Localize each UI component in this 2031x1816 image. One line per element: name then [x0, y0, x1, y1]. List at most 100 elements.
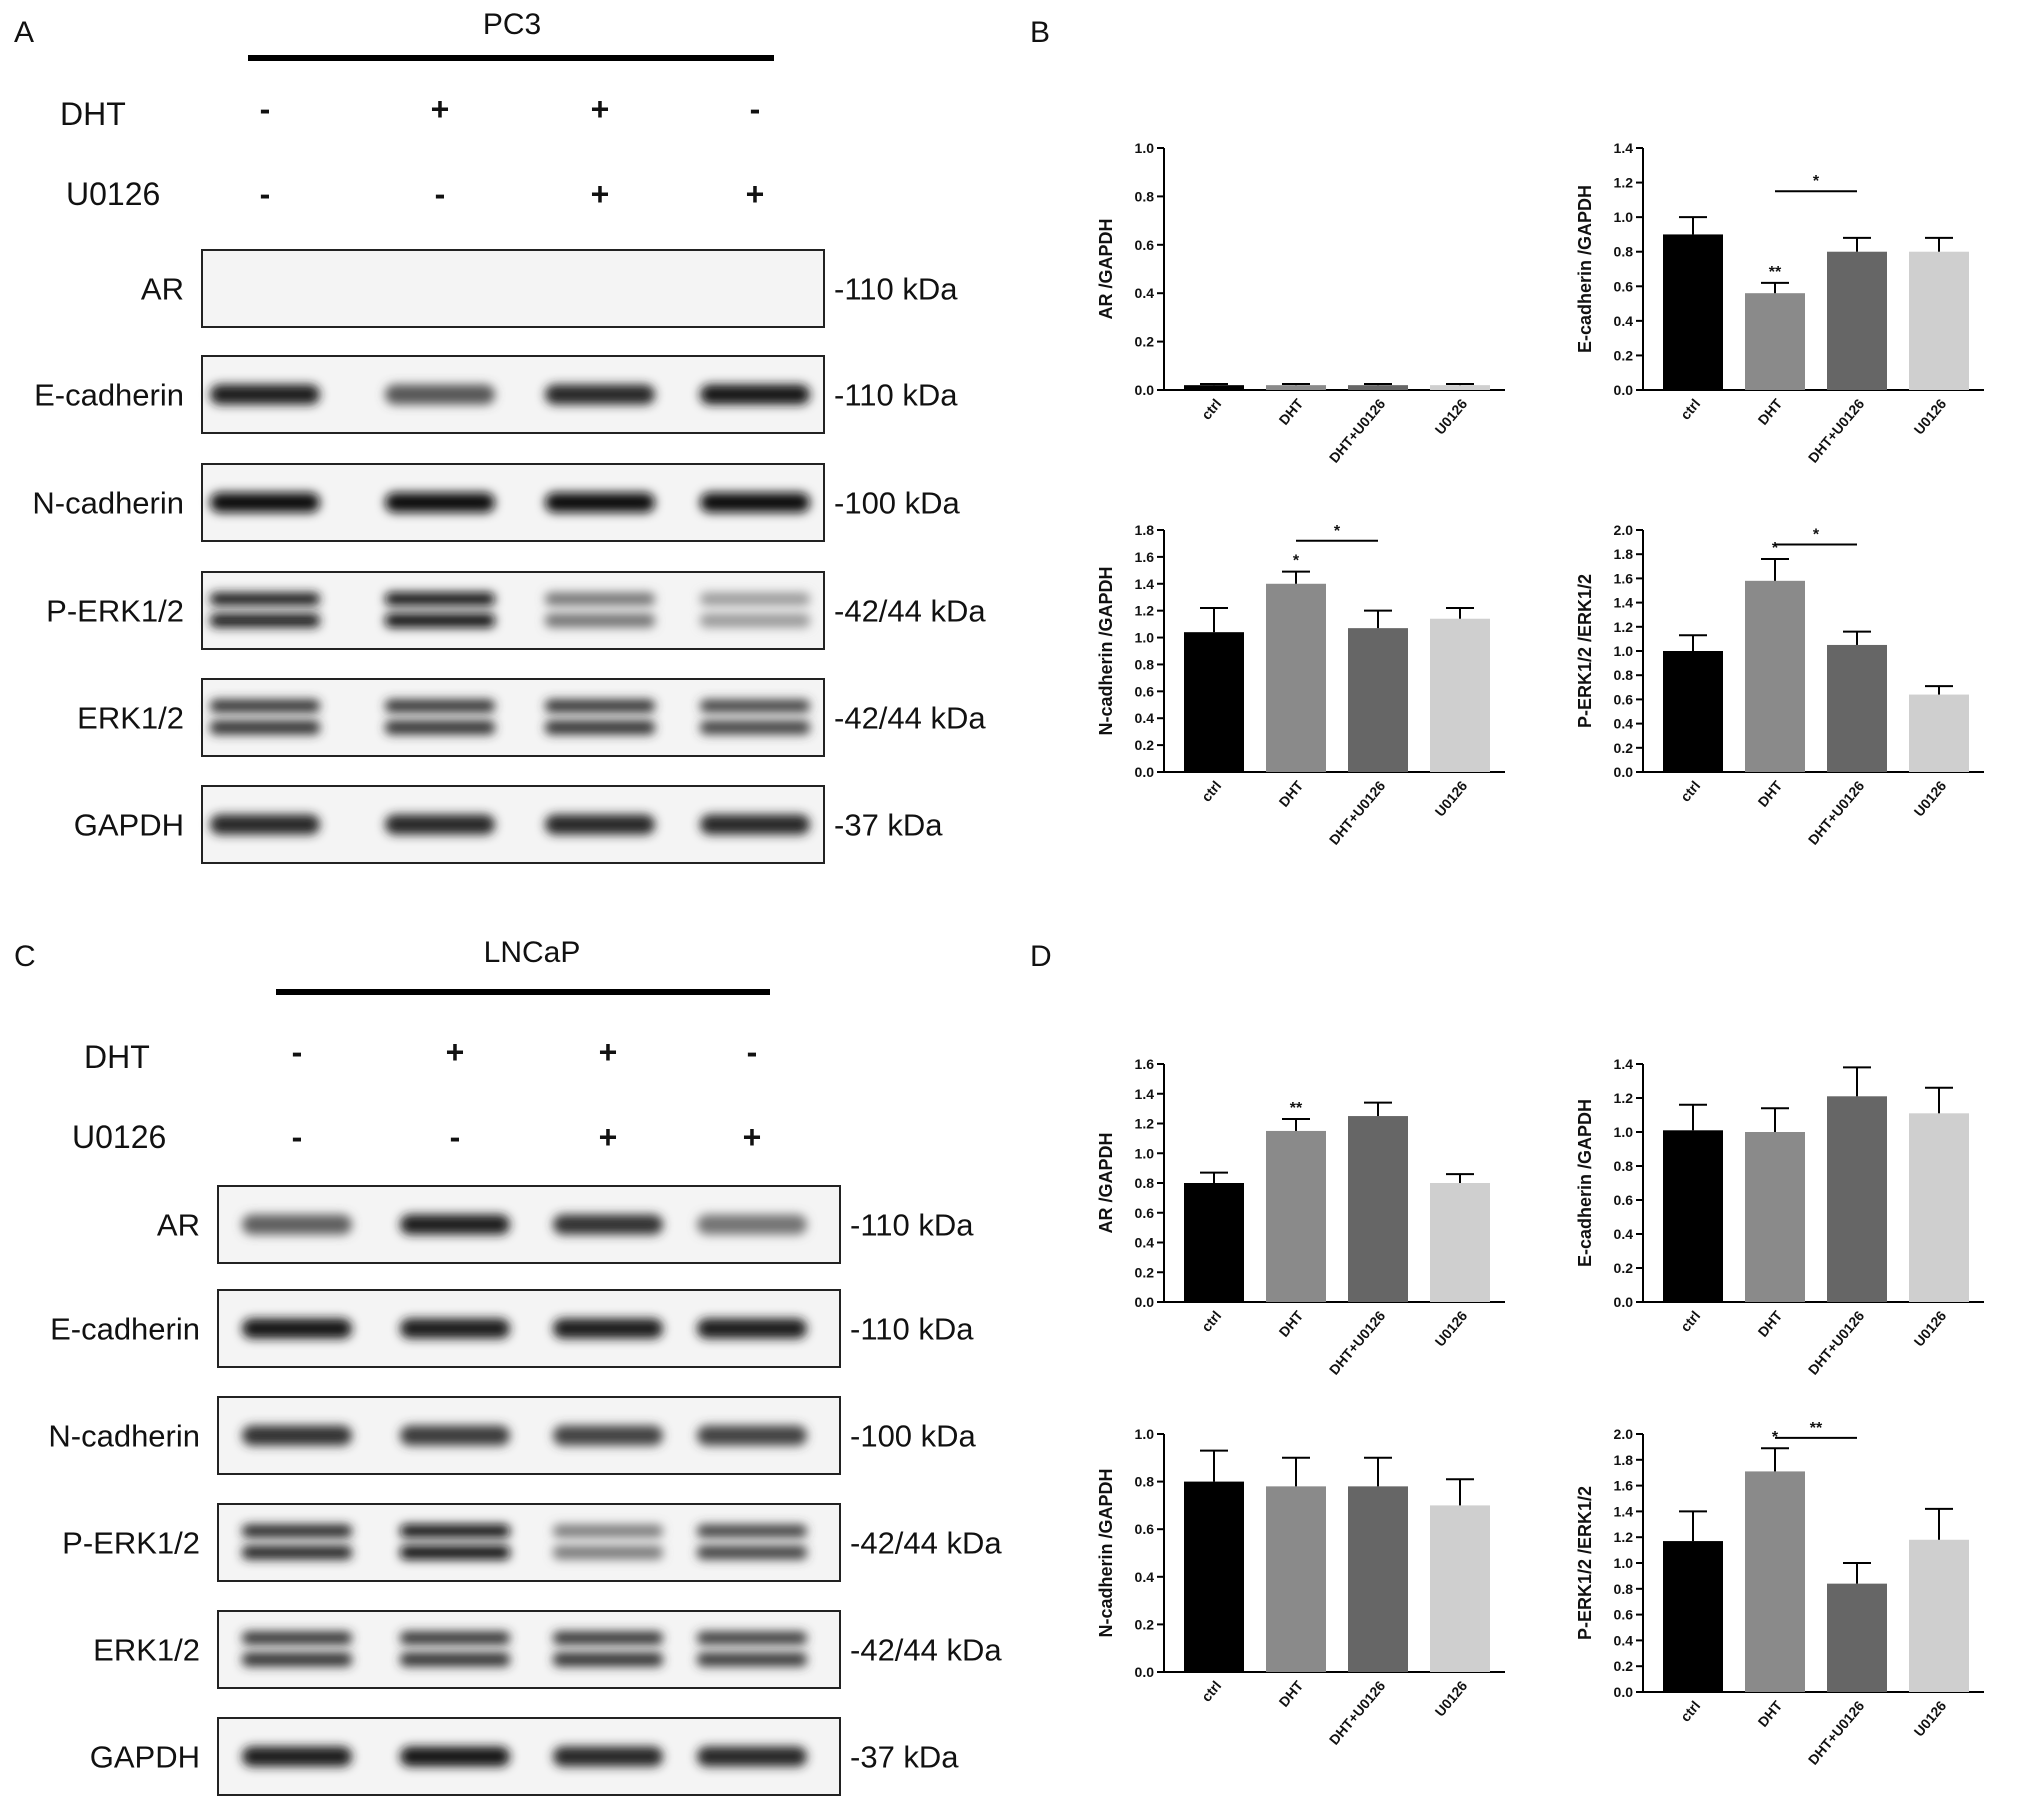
blot-band [400, 1318, 510, 1339]
y-tick-label: 0.0 [1135, 1294, 1155, 1310]
x-tick-label: DHT+U0126 [1326, 1307, 1389, 1377]
blot-band [210, 613, 320, 628]
significance-star: ** [1290, 1100, 1303, 1117]
blot-protein-label: GAPDH [90, 1740, 200, 1775]
y-tick-label: 0.8 [1135, 188, 1155, 204]
y-tick-label: 0.4 [1135, 710, 1155, 726]
y-tick-label: 1.0 [1614, 1124, 1634, 1140]
bar-chart-d1: 0.0 0.2 0.4 0.6 0.8 1.0 1.2 1.4 1.6 AR /GAPDH ctrl… [1096, 1056, 1505, 1378]
significance-star: * [1813, 527, 1820, 544]
blot-box [201, 249, 825, 328]
bar [1348, 385, 1408, 390]
treatment-sign: + [431, 91, 450, 127]
x-tick-label: DHT [1755, 1307, 1786, 1340]
dynamic-layer: - + + - - - + + AR -110 kDa E-cadherin -110 kDa N-ca… [32, 91, 1984, 1796]
bar [1348, 628, 1408, 772]
blot-band [553, 1746, 663, 1767]
y-tick-label: 1.8 [1135, 522, 1155, 538]
blot-band [385, 592, 495, 606]
blot-band [242, 1425, 352, 1446]
y-tick-label: 1.4 [1614, 1503, 1634, 1519]
y-tick-label: 1.6 [1614, 570, 1634, 586]
blot-band [545, 613, 655, 628]
blot-protein-label: N-cadherin [32, 486, 184, 521]
x-tick-label: U0126 [1432, 777, 1471, 819]
y-tick-label: 1.2 [1135, 603, 1155, 619]
treatment-sign: + [743, 1119, 762, 1155]
y-axis-label: N-cadherin /GAPDH [1096, 566, 1116, 735]
blot-band [210, 384, 320, 405]
blot-band [242, 1524, 352, 1538]
blot-band [553, 1425, 663, 1446]
bar [1266, 1130, 1326, 1302]
bar [1909, 694, 1969, 772]
y-axis-label: AR /GAPDH [1096, 218, 1116, 319]
blot-band [385, 384, 495, 405]
bar [1430, 618, 1490, 772]
y-tick-label: 0.6 [1614, 691, 1634, 707]
bar [1663, 234, 1723, 390]
x-tick-label: DHT [1276, 1307, 1307, 1340]
x-tick-label: U0126 [1911, 395, 1950, 437]
y-tick-label: 1.4 [1614, 595, 1634, 611]
bar-chart-b1: 0.0 0.2 0.4 0.6 0.8 1.0 AR /GAPDH ctrl DHT DHT+U0… [1096, 140, 1505, 466]
blot-kda-label: -110 kDa [834, 272, 958, 307]
blot-row: P-ERK1/2 -42/44 kDa [46, 571, 986, 650]
blot-protein-label: AR [157, 1208, 200, 1243]
y-tick-label: 0.0 [1614, 1294, 1634, 1310]
x-tick-label: DHT [1755, 395, 1786, 428]
blot-kda-label: -37 kDa [850, 1740, 959, 1775]
y-tick-label: 0.6 [1614, 278, 1634, 294]
y-tick-label: 0.0 [1614, 764, 1634, 780]
blot-protein-label: GAPDH [74, 808, 184, 843]
blot-band [400, 1631, 510, 1645]
y-tick-label: 0.8 [1135, 1474, 1155, 1490]
y-tick-label: 0.0 [1614, 382, 1634, 398]
blot-band [545, 592, 655, 606]
y-tick-label: 0.4 [1135, 1235, 1155, 1251]
x-tick-label: U0126 [1432, 1307, 1471, 1349]
bar [1745, 580, 1805, 772]
bar [1827, 1096, 1887, 1302]
blot-protein-label: ERK1/2 [77, 701, 184, 736]
blot-row: GAPDH -37 kDa [90, 1717, 959, 1796]
blot-band [210, 720, 320, 735]
y-tick-label: 1.4 [1614, 140, 1634, 156]
y-tick-label: 0.0 [1135, 1664, 1155, 1680]
blot-band [400, 1545, 510, 1560]
y-tick-label: 0.2 [1614, 347, 1634, 363]
blot-kda-label: -110 kDa [834, 378, 958, 413]
y-tick-label: 1.4 [1135, 1086, 1155, 1102]
y-tick-label: 1.6 [1614, 1478, 1634, 1494]
bar [1348, 1486, 1408, 1672]
y-tick-label: 0.8 [1135, 656, 1155, 672]
bar [1184, 1481, 1244, 1672]
blot-band [242, 1652, 352, 1667]
y-tick-label: 0.4 [1614, 313, 1634, 329]
treatment-sign: + [599, 1034, 618, 1070]
x-tick-label: DHT+U0126 [1805, 1307, 1868, 1377]
y-tick-label: 1.0 [1135, 630, 1155, 646]
x-tick-label: ctrl [1198, 1678, 1224, 1705]
y-tick-label: 1.0 [1135, 1145, 1155, 1161]
blot-protein-label: P-ERK1/2 [46, 594, 184, 629]
blot-band [385, 492, 495, 513]
bar [1827, 1583, 1887, 1692]
blot-band [700, 613, 810, 628]
x-tick-label: DHT [1276, 395, 1307, 428]
y-tick-label: 1.4 [1135, 576, 1155, 592]
blot-protein-label: P-ERK1/2 [62, 1526, 200, 1561]
blot-kda-label: -37 kDa [834, 808, 943, 843]
x-tick-label: ctrl [1677, 1308, 1703, 1335]
blot-box [201, 571, 825, 650]
blot-band [210, 814, 320, 835]
blot-kda-label: -110 kDa [850, 1208, 974, 1243]
blot-band [700, 492, 810, 513]
blot-band [700, 720, 810, 735]
blot-band [242, 1318, 352, 1339]
bar [1663, 651, 1723, 772]
y-tick-label: 1.2 [1614, 175, 1634, 191]
bar-chart-b4: 0.0 0.2 0.4 0.6 0.8 1.0 1.2 1.4 1.6 1.8 2.0 P-ERK1/… [1575, 522, 1984, 848]
bar [1909, 251, 1969, 390]
blot-protein-label: E-cadherin [50, 1312, 200, 1347]
